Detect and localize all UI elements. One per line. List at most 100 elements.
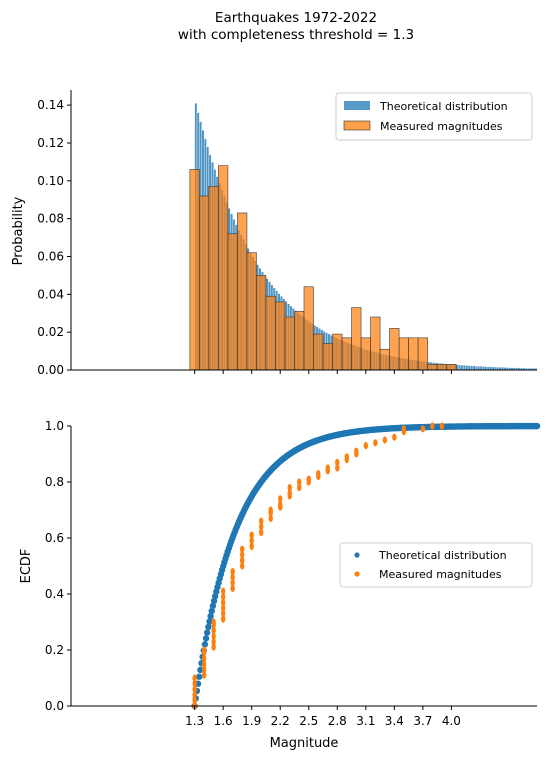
ecdf-x-tick-label-2.8: 2.8 [328,714,347,728]
histogram-y-tick-label-0.10: 0.10 [37,174,64,188]
measured-point-55 [335,464,340,472]
ecdf-x-tick-label-3.7: 3.7 [413,714,432,728]
measured-bar-2.65 [322,343,333,371]
theoretical-bar-4.2 [470,365,473,371]
measured-bar-3.65 [417,337,428,371]
ecdf-panel: 0.0 0.2 0.4 0.6 0.8 1.0 1.3 1.6 1.9 2.2 2.5 2.8 3.1… [19,419,541,751]
measured-point-23 [220,587,226,595]
ecdf-legend-label-theoretical: Theoretical distribution [378,549,507,562]
ecdf-legend-marker-theoretical [354,552,360,558]
measured-bar-3.95 [446,364,457,371]
measured-point-69 [439,422,445,430]
theoretical-point-1.42 [202,635,210,642]
measured-point-32 [249,542,254,551]
measured-bar-2.35 [294,311,305,371]
measured-point-8 [201,660,207,668]
measured-point-56 [335,458,340,466]
theoretical-point-4.9 [533,422,541,430]
measured-point-50 [306,475,311,483]
histogram-legend-frame [335,92,533,141]
measured-bar-1.45 [208,186,219,371]
measured-bar-3.55 [408,337,419,371]
measured-point-48 [297,478,302,486]
measured-point-36 [259,523,264,531]
histogram-y-tick-label-0.04: 0.04 [37,287,64,301]
measured-bar-3.35 [389,328,400,371]
ecdf-x-tick-label-4.0: 4.0 [442,714,461,728]
measured-point-30 [239,551,245,559]
measured-point-20 [220,604,226,612]
theoretical-point-1.504 [210,597,218,605]
histogram-y-tick-label-0.02: 0.02 [37,325,64,339]
measured-bar-2.85 [341,337,352,371]
measured-bar-2.75 [332,333,343,371]
measured-point-21 [220,598,226,607]
theoretical-bar-4.175 [467,365,471,371]
histogram-legend-swatch-theoretical [344,101,370,110]
theoretical-point-1.468 [207,612,214,620]
measured-point-24 [230,584,235,593]
measured-bar-1.75 [237,212,248,371]
theoretical-point-1.408 [201,641,209,648]
measured-bar-1.35 [199,195,210,371]
measured-point-12 [211,643,216,651]
measured-point-9 [201,654,207,663]
theoretical-point-1.432 [203,629,211,636]
measured-bar-3.25 [379,348,390,371]
ecdf-x-tick-label-1.9: 1.9 [242,714,261,728]
measured-point-22 [220,593,226,601]
theoretical-point-1.348 [195,673,203,680]
measured-bar-2.55 [313,333,324,371]
measured-bar-1.65 [227,233,238,371]
figure-title-line-2: with completeness threshold = 1.3 [178,27,414,43]
measured-point-14 [211,632,216,640]
ecdf-y-axis-label: ECDF [19,549,34,584]
measured-bar-3.75 [427,364,438,371]
measured-bar-1.95 [256,275,267,371]
measured-point-27 [230,568,235,576]
theoretical-bar-4.1 [460,364,464,371]
histogram-y-tick-label-0.08: 0.08 [37,212,64,226]
histogram-y-ticks: 0.00 0.02 0.04 0.06 0.08 0.10 0.12 0.14 [37,98,71,377]
measured-point-17 [211,618,216,626]
measured-point-29 [239,556,245,565]
ecdf-y-ticks: 0.0 0.2 0.4 0.6 0.8 1.0 [45,419,71,713]
histogram-y-tick-label-0.00: 0.00 [37,363,64,377]
theoretical-point-1.36 [197,666,204,674]
measured-bar-3.15 [370,316,381,371]
ecdf-x-tick-label-2.2: 2.2 [271,714,290,728]
measured-point-2 [192,691,197,699]
histogram-legend-label-measured: Measured magnitudes [380,120,503,133]
measured-point-46 [287,484,292,492]
figure-title-line-1: Earthquakes 1972-2022 [215,10,377,26]
measured-bar-3.45 [398,337,409,371]
measured-point-18 [220,615,226,623]
theoretical-point-1.456 [206,618,213,625]
histogram-y-tick-label-0.12: 0.12 [37,136,64,150]
ecdf-y-tick-label-0.2: 0.2 [45,643,64,657]
measured-point-54 [325,464,330,472]
measured-point-60 [354,447,359,455]
theoretical-bar-4.275 [477,366,481,371]
measured-point-47 [297,484,302,492]
measured-bar-2.45 [303,286,314,371]
ecdf-y-tick-label-0.4: 0.4 [45,587,64,601]
ecdf-legend: Theoretical distribution Measured magnit… [339,542,533,588]
measured-point-45 [287,489,292,497]
measured-bar-2.05 [265,295,276,371]
measured-bar-2.95 [351,307,362,371]
measured-bar-2.25 [284,316,295,371]
theoretical-bar-4.05 [455,364,459,371]
histogram-y-axis-label: Probability [11,196,26,265]
measured-point-42 [278,500,283,508]
ecdf-legend-label-measured: Measured magnitudes [379,568,502,581]
measured-bar-1.25 [189,169,200,371]
measured-bar-3.05 [360,337,371,371]
ecdf-y-tick-label-0.6: 0.6 [45,531,64,545]
measured-point-15 [211,626,216,635]
ecdf-y-tick-label-1.0: 1.0 [45,419,64,433]
histogram-legend-swatch-measured [343,120,371,131]
measured-point-68 [430,422,435,430]
measured-point-61 [363,442,369,450]
